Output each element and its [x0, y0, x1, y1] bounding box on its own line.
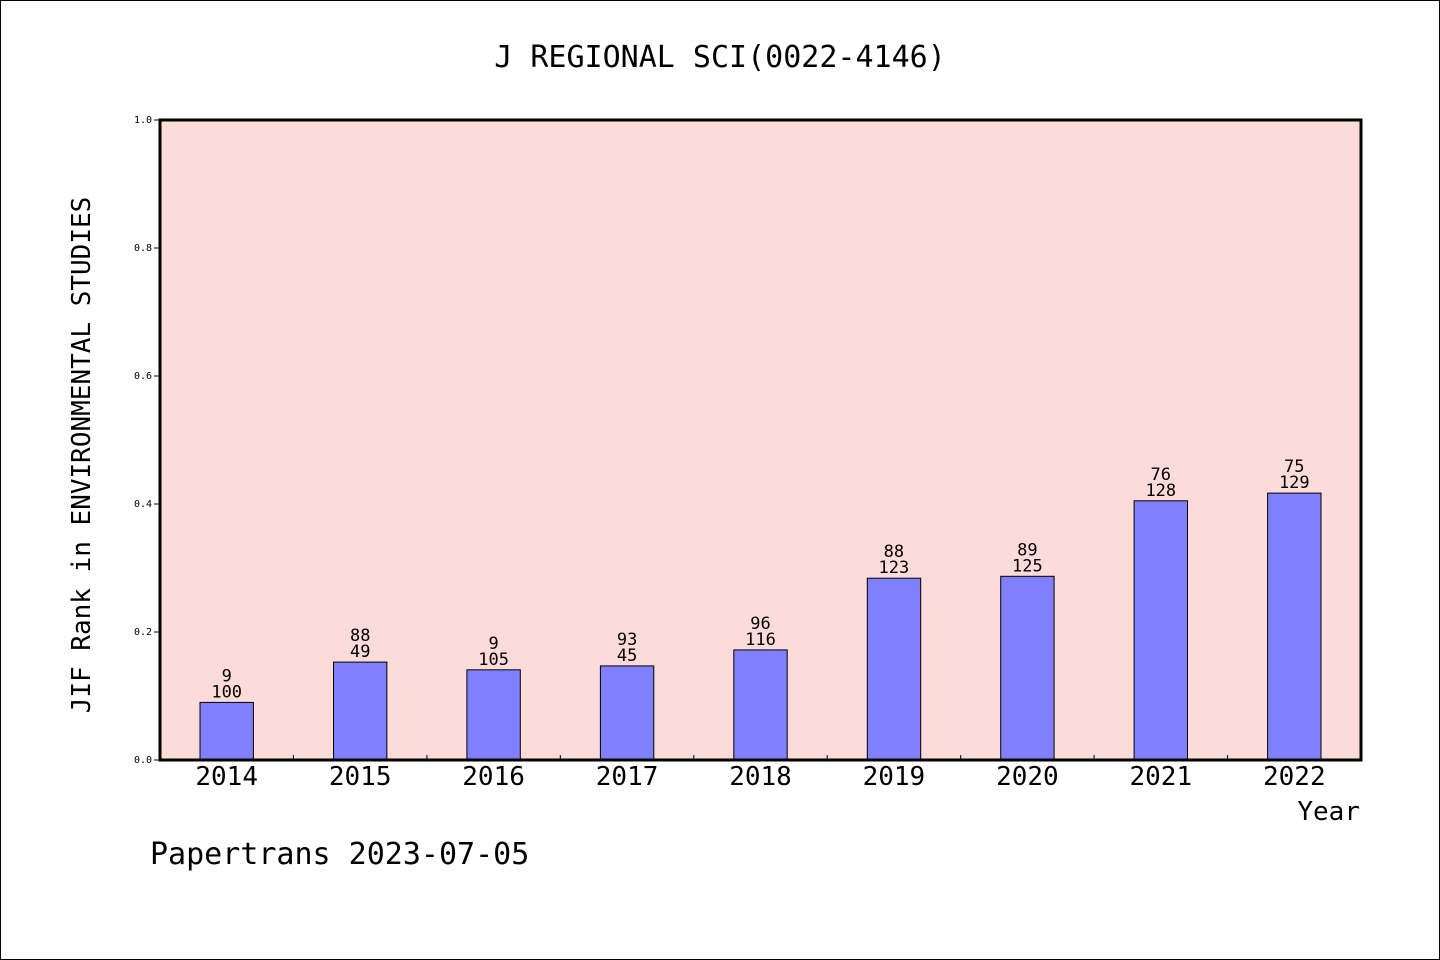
bar-2020	[1000, 575, 1055, 761]
bar-total-label: 123	[879, 558, 910, 578]
bar-total-label: 45	[617, 646, 637, 666]
x-tick-label: 2015	[329, 762, 392, 792]
x-tick-label: 2021	[1129, 762, 1192, 792]
bar-2016	[466, 669, 521, 761]
bar-total-label: 125	[1012, 556, 1043, 576]
bars-group	[199, 492, 1322, 761]
y-tick-label: 0.6	[134, 371, 152, 382]
bar-rank-label: 88	[884, 542, 904, 562]
bar-rank-label: 9	[222, 666, 232, 686]
x-tick-label: 2014	[195, 762, 258, 792]
chart-title: J REGIONAL SCI(0022-4146)	[494, 40, 946, 75]
y-tick-label: 0.2	[134, 627, 152, 638]
x-tick-label: 2022	[1263, 762, 1326, 792]
y-axis-ticks: 0.0 0.2 0.4 0.6 0.8 1.0	[134, 115, 160, 766]
x-tick-label: 2017	[596, 762, 659, 792]
x-tick-label: 2016	[462, 762, 525, 792]
x-axis-ticks: 2014 2015 2016 2017 2018 2019 2020 2021 2022	[195, 755, 1326, 792]
bar-rank-label: 75	[1284, 457, 1304, 477]
bar-total-label: 116	[745, 630, 776, 650]
bar-rank-label: 93	[617, 630, 637, 650]
bar-2015	[333, 661, 388, 761]
plot-border	[158, 118, 1363, 762]
y-tick-label: 0.0	[134, 755, 152, 766]
bar-2014	[199, 701, 254, 761]
bar-total-label: 128	[1145, 481, 1176, 501]
y-tick-label: 1.0	[134, 115, 152, 126]
bar-rank-label: 88	[350, 626, 370, 646]
bar-2019	[866, 577, 922, 761]
bar-2021	[1133, 500, 1188, 761]
bar-total-label: 100	[211, 682, 242, 702]
x-axis-label: Year	[1297, 797, 1360, 827]
bar-total-label: 105	[478, 650, 509, 670]
y-axis-label: JIF Rank in ENVIRONMENTAL STUDIES	[67, 197, 97, 714]
footer-text: Papertrans 2023-07-05	[150, 837, 529, 872]
bar-rank-label: 76	[1151, 465, 1171, 485]
y-tick-label: 0.8	[134, 243, 152, 254]
bar-2017	[599, 665, 655, 761]
bar-rank-label: 9	[488, 634, 498, 654]
x-tick-label: 2018	[729, 762, 792, 792]
bar-2022	[1267, 492, 1322, 761]
y-tick-label: 0.4	[134, 499, 152, 510]
bar-2018	[733, 649, 788, 761]
x-tick-label: 2020	[996, 762, 1059, 792]
bar-rank-label: 89	[1017, 540, 1037, 560]
bar-rank-label: 96	[750, 614, 770, 634]
bar-total-label: 129	[1279, 473, 1310, 493]
x-tick-label: 2019	[863, 762, 926, 792]
bar-total-label: 49	[350, 642, 370, 662]
